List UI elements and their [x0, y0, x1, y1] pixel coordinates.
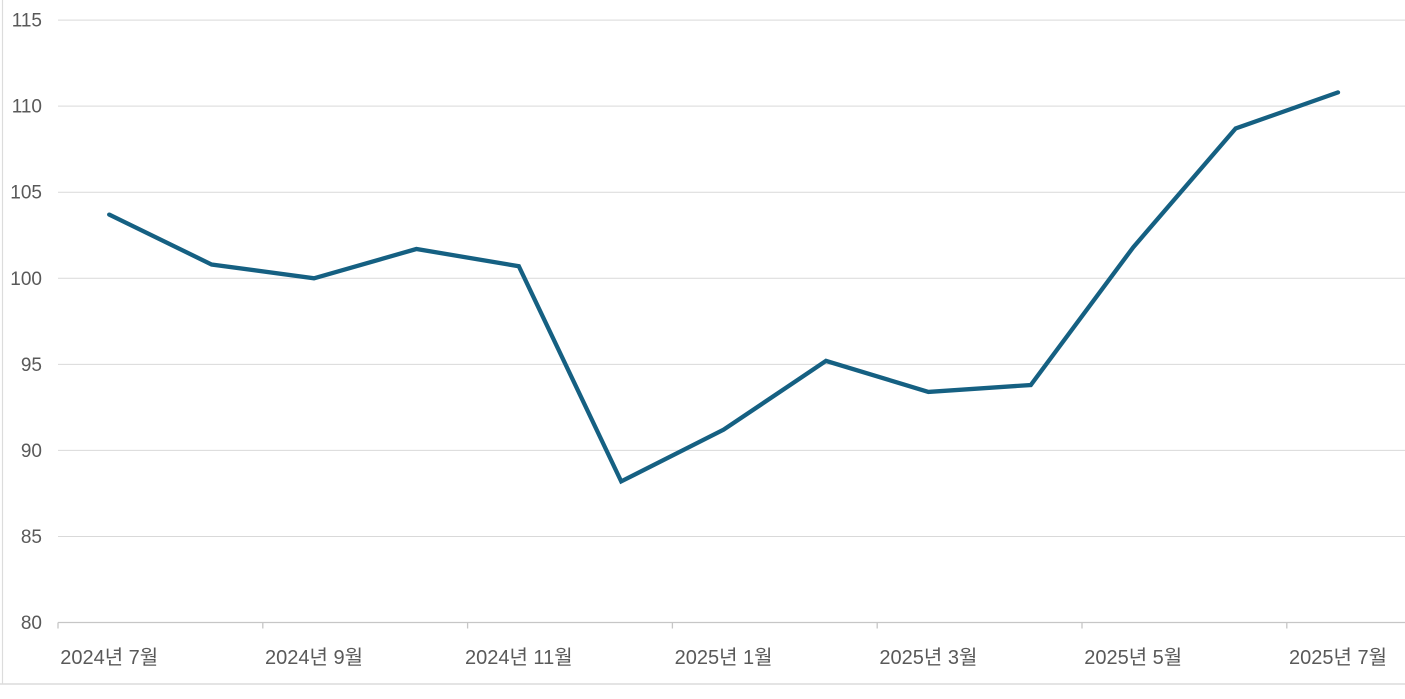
x-axis-label: 2025년 1월: [675, 646, 773, 669]
y-axis-label: 95: [21, 355, 42, 376]
y-axis-label: 80: [21, 613, 42, 634]
x-axis-label: 2025년 7월: [1289, 646, 1387, 669]
data-series-line: [107, 90, 1341, 485]
y-axis-label: 100: [10, 269, 42, 290]
y-axis-label: 105: [10, 183, 42, 204]
x-axis-label: 2024년 11월: [465, 646, 573, 669]
y-axis-label: 85: [21, 527, 42, 548]
y-axis-label: 90: [21, 441, 42, 462]
x-axis-label: 2024년 9월: [265, 646, 363, 669]
y-axis-label: 115: [12, 11, 42, 32]
x-axis-label: 2024년 7월: [60, 646, 158, 669]
x-axis-label: 2025년 5월: [1084, 646, 1182, 669]
x-axis-label: 2025년 3월: [879, 646, 977, 669]
y-axis-label: 110: [12, 97, 42, 118]
